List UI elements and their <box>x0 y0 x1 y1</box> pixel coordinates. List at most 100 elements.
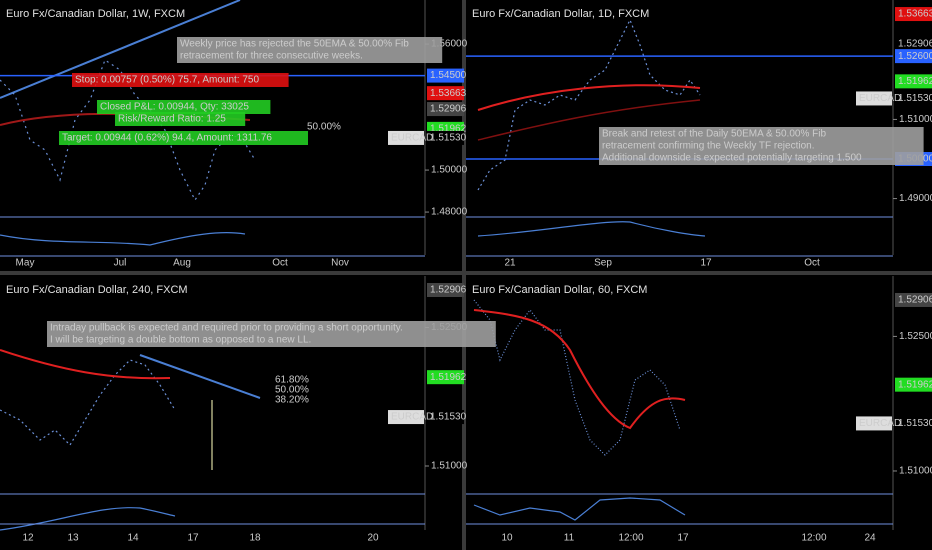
price-tag-label: 1.51962 <box>430 124 467 135</box>
time-label: 20 <box>367 533 379 544</box>
annotation-text: Additional downside is expected potentia… <box>602 153 862 164</box>
symbol-tag <box>856 91 892 106</box>
time-label: Oct <box>272 258 288 269</box>
time-label: Aug <box>173 258 191 269</box>
price-tag-label: 1.54500 <box>430 70 467 81</box>
annotation-text: retracement confirming the Weekly TF rej… <box>602 141 815 152</box>
price-tick-label: 1.49000 <box>899 193 932 204</box>
time-label: 14 <box>127 533 139 544</box>
annotation-text: 38.20% <box>275 395 309 406</box>
annotation-text: 61.80% <box>275 375 309 386</box>
ema <box>477 99 701 141</box>
price-tag <box>895 49 932 64</box>
price-tag-label: 1.51962 <box>430 372 467 383</box>
time-label: 13 <box>67 533 79 544</box>
annotation-box <box>97 100 271 114</box>
time-label: 17 <box>187 533 199 544</box>
price-tag-label: 1.51962 <box>898 379 932 390</box>
oscillator <box>0 507 176 531</box>
price-tag <box>427 130 464 145</box>
annotation-text: Weekly price has rejected the 50EMA & 50… <box>180 39 409 50</box>
panel-title: Euro Fx/Canadian Dollar, 240, FXCM <box>6 284 188 296</box>
time-label: 12 <box>22 533 34 544</box>
annotation-text: Closed P&L: 0.00944, Qty: 33025 <box>100 102 249 113</box>
annotation-box <box>599 127 924 165</box>
price-tag <box>427 68 464 83</box>
price-tag-label: 1.51530 <box>898 93 932 104</box>
price-tag-label: 1.52906 <box>898 295 932 306</box>
annotation-text: 50.00% <box>307 122 341 133</box>
annotation-box <box>177 37 443 63</box>
symbol-label: EURCAD <box>859 93 901 104</box>
price-tag-label: 1.53663 <box>898 9 932 20</box>
annotation-text: Risk/Reward Ratio: 1.25 <box>118 114 226 125</box>
price-tick-label: 1.51000 <box>899 466 932 477</box>
chart-panel: Euro Fx/Canadian Dollar, 60, FXCM 1.52500… <box>466 276 932 544</box>
oscillator <box>0 232 246 246</box>
chart-panel: Euro Fx/Canadian Dollar, 1D, FXCM 1.51000… <box>466 0 932 269</box>
price-tick-label: 1.56000 <box>431 39 468 50</box>
price-tag-label: 1.51962 <box>898 76 932 87</box>
annotation-text: Intraday pullback is expected and requir… <box>50 323 403 334</box>
symbol-tag <box>388 410 424 425</box>
annotation-text: Target: 0.00944 (0.62%) 94.4, Amount: 13… <box>62 133 272 144</box>
price-tag <box>895 91 932 106</box>
time-label: 24 <box>864 533 876 544</box>
chart-panel: Euro Fx/Canadian Dollar, 1W, FXCM 1.56000… <box>0 0 468 269</box>
price-tag <box>895 377 932 392</box>
symbol-tag <box>856 416 892 431</box>
price-tag-label: 1.52906 <box>430 285 467 296</box>
trend-line <box>139 354 261 399</box>
candles <box>0 359 176 446</box>
trend-line <box>0 0 241 99</box>
price-tick-label: 1.51000 <box>431 461 468 472</box>
price-tag <box>427 410 464 425</box>
time-label: Jul <box>114 258 127 269</box>
time-label: 17 <box>677 533 689 544</box>
price-tick-label: 1.48000 <box>431 207 468 218</box>
time-label: Sep <box>594 258 612 269</box>
time-label: Oct <box>804 258 820 269</box>
time-label: Nov <box>331 258 349 269</box>
price-tag <box>895 37 932 52</box>
price-tag-label: 1.51530 <box>430 412 467 423</box>
time-label: 21 <box>504 258 516 269</box>
symbol-label: EURCAD <box>391 133 433 144</box>
annotation-box <box>72 73 289 87</box>
panel-title: Euro Fx/Canadian Dollar, 1W, FXCM <box>6 8 185 20</box>
ema <box>477 84 701 111</box>
time-label: 12:00 <box>618 533 643 544</box>
annotation-text: retracement for three consecutive weeks. <box>180 51 363 62</box>
chart-panel: Euro Fx/Canadian Dollar, 240, FXCM1.5250… <box>0 276 496 544</box>
symbol-label: EURCAD <box>859 418 901 429</box>
annotation-text: I will be targeting a double bottom as o… <box>50 335 311 346</box>
price-tag <box>427 102 464 117</box>
price-tag <box>895 416 932 431</box>
price-tag <box>895 74 932 89</box>
time-label: 10 <box>501 533 513 544</box>
time-label: 11 <box>564 533 575 544</box>
price-tag-label: 1.52906 <box>898 39 932 50</box>
price-tick-label: 1.51000 <box>899 114 932 125</box>
annotation-text: 50.00% <box>275 385 309 396</box>
symbol-tag <box>388 130 424 145</box>
time-label: May <box>16 258 35 269</box>
annotation-text: Stop: 0.00757 (0.50%) 75.7, Amount: 750 <box>75 75 259 86</box>
oscillator <box>473 497 686 521</box>
price-tick-label: 1.52500 <box>899 331 932 342</box>
ema <box>0 349 171 380</box>
price-tag-label: 1.51530 <box>430 133 467 144</box>
price-tag-label: 1.52600 <box>898 51 932 62</box>
panel-title: Euro Fx/Canadian Dollar, 60, FXCM <box>472 284 647 296</box>
price-tick-label: 1.50000 <box>431 165 468 176</box>
price-tag <box>427 370 464 385</box>
price-tag-label: 1.51530 <box>898 418 932 429</box>
oscillator <box>477 221 706 237</box>
price-tag-label: 1.52906 <box>430 104 467 115</box>
panel-title: Euro Fx/Canadian Dollar, 1D, FXCM <box>472 8 649 20</box>
price-tag <box>427 283 464 298</box>
time-label: 17 <box>700 258 712 269</box>
candles <box>473 299 681 456</box>
annotation-box <box>47 321 496 347</box>
